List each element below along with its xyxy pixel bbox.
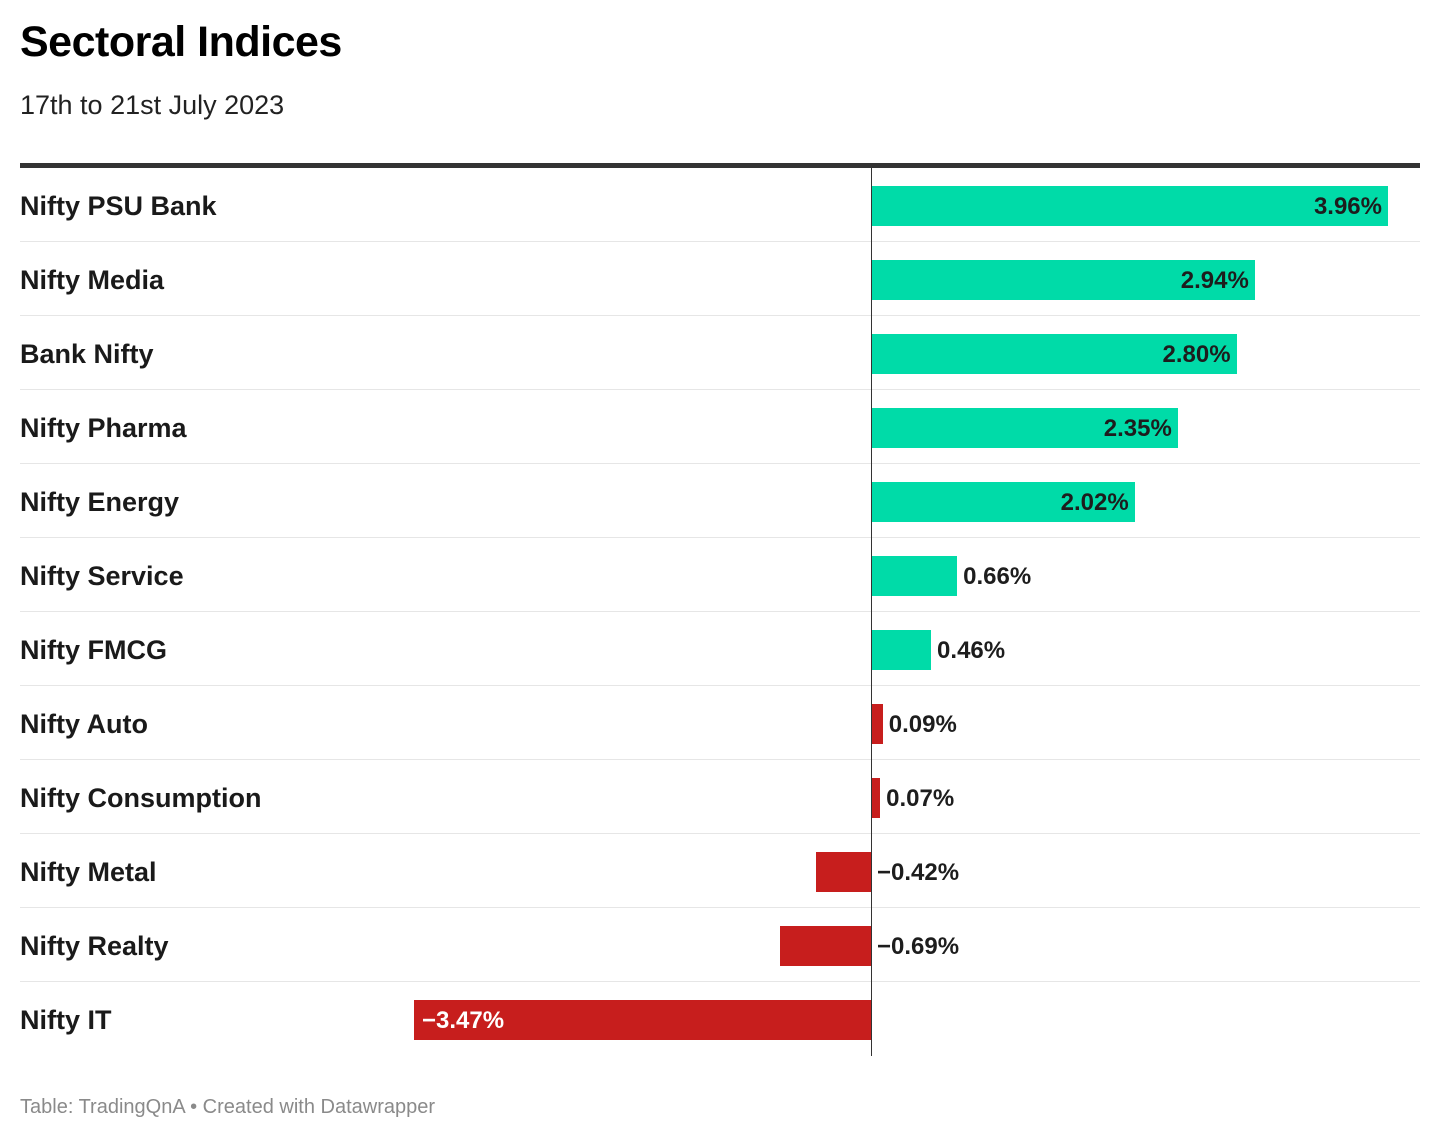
row-label: Nifty Metal: [20, 857, 157, 887]
row-label: Nifty Auto: [20, 709, 148, 739]
row-label: Nifty Realty: [20, 931, 169, 961]
data-label: 3.96%: [1313, 193, 1382, 220]
bar: [871, 408, 1178, 448]
bar: [871, 260, 1255, 300]
row-label: Nifty Energy: [20, 487, 180, 517]
table-row: Nifty Pharma 2.35%: [20, 390, 1420, 464]
table-row: Nifty FMCG 0.46%: [20, 612, 1420, 686]
table-row: Nifty Realty −0.69%: [20, 908, 1420, 982]
row-label: Nifty Consumption: [20, 783, 262, 813]
row-label: Nifty Pharma: [20, 413, 187, 443]
row-label: Nifty PSU Bank: [20, 191, 217, 221]
data-label: 2.94%: [1180, 267, 1249, 294]
chart-title: Sectoral Indices: [20, 18, 342, 66]
data-label: −0.69%: [877, 933, 960, 960]
data-label: 2.80%: [1162, 341, 1231, 368]
data-label: −3.47%: [422, 1007, 505, 1034]
data-label: 2.35%: [1103, 415, 1172, 442]
row-label: Bank Nifty: [20, 339, 154, 369]
bar: [871, 704, 883, 744]
data-label: 0.07%: [886, 785, 955, 812]
row-label: Nifty Media: [20, 265, 165, 295]
data-label: 0.46%: [937, 637, 1006, 664]
zero-axis-line: [871, 168, 872, 1056]
row-label: Nifty IT: [20, 1005, 112, 1035]
table-row: Bank Nifty 2.80%: [20, 316, 1420, 390]
bar: [780, 926, 871, 966]
data-label: 0.66%: [963, 563, 1032, 590]
bar: [871, 630, 932, 670]
header-rule: [20, 163, 1420, 168]
source-note: Table: TradingQnA • Created with Datawra…: [20, 1096, 435, 1118]
table-row: Nifty Media 2.94%: [20, 242, 1420, 316]
table-row: Nifty PSU Bank 3.96%: [20, 168, 1420, 242]
table-row: Nifty Metal −0.42%: [20, 834, 1420, 908]
bar: [871, 778, 881, 818]
row-label: Nifty FMCG: [20, 635, 167, 665]
table-row: Nifty Energy 2.02%: [20, 464, 1420, 538]
bar: [871, 482, 1135, 522]
table-row: Nifty Service 0.66%: [20, 538, 1420, 612]
table-row: Nifty Auto 0.09%: [20, 686, 1420, 760]
table-row: Nifty IT −3.47%: [20, 982, 1420, 1056]
bar: [815, 852, 871, 892]
data-label: 0.09%: [888, 711, 957, 738]
bar: [871, 334, 1237, 374]
bar: [871, 186, 1388, 226]
bar-table: Nifty PSU Bank 3.96% Nifty Media 2.94% Bank …: [20, 168, 1420, 1056]
data-label: −0.42%: [877, 859, 960, 886]
bar: [871, 556, 958, 596]
bar: [414, 1000, 871, 1040]
chart-subtitle: 17th to 21st July 2023: [20, 90, 285, 120]
row-label: Nifty Service: [20, 561, 184, 591]
data-label: 2.02%: [1060, 489, 1129, 516]
table-row: Nifty Consumption 0.07%: [20, 760, 1420, 834]
